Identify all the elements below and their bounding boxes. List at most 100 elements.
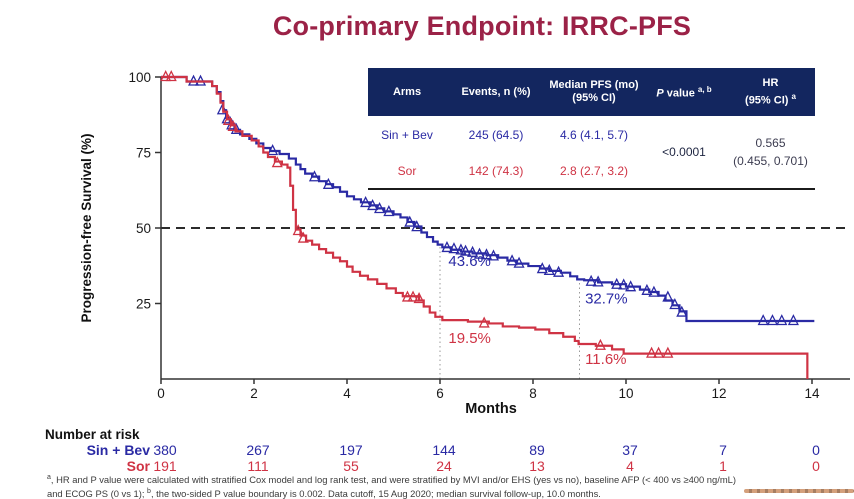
censor-mark: [165, 70, 177, 82]
censor-mark: [227, 119, 239, 131]
survival-rate-annotation: 43.6%: [448, 253, 491, 270]
censor-mark: [308, 170, 321, 182]
series-sin-bev: [161, 74, 815, 326]
x-tick-label: 6: [436, 386, 444, 401]
censor-mark: [662, 290, 674, 302]
risk-value: 7: [719, 442, 727, 458]
x-tick-label: 4: [343, 386, 351, 401]
number-at-risk-title: Number at risk: [45, 427, 140, 442]
risk-row-sor: Sor 191 111 55 24 13 4 1 0: [0, 458, 854, 474]
p-value-cell: <0.0001: [662, 145, 706, 159]
summary-table-header: Arms Events, n (%) Median PFS (mo) (95% …: [368, 68, 815, 116]
censor-mark: [271, 156, 283, 168]
risk-label-sor: Sor: [126, 458, 150, 474]
censor-mark: [360, 195, 372, 208]
summary-table: Arms Events, n (%) Median PFS (mo) (95% …: [368, 68, 815, 190]
footnote-line-1: a, HR and P value were calculated with s…: [47, 474, 736, 486]
censor-mark: [297, 231, 309, 243]
censor-mark: [536, 262, 548, 274]
risk-value: 0: [812, 458, 820, 474]
censor-mark: [230, 122, 242, 135]
row-sin-bev-events: 245 (64.5): [468, 127, 524, 142]
censor-mark: [292, 224, 304, 236]
censor-mark: [585, 274, 597, 286]
row-sin-bev-median: 4.6 (4.1, 5.7): [559, 127, 629, 142]
km-curve: [161, 75, 809, 379]
x-tick-label: 10: [618, 386, 633, 401]
x-tick-label: 14: [804, 386, 820, 401]
censor-mark: [460, 244, 472, 256]
risk-value: 55: [343, 458, 359, 474]
censor-mark: [787, 314, 799, 326]
censor-mark: [478, 316, 490, 328]
censor-mark: [676, 305, 688, 317]
x-tick-label: 12: [711, 386, 726, 401]
censor-mark: [611, 277, 623, 289]
y-axis-label: Progression-free Survival (%): [79, 133, 94, 322]
risk-value: 380: [153, 442, 177, 458]
y-tick-label: 25: [136, 297, 151, 312]
series-sor: [160, 70, 809, 379]
footnote-line-2: and ECOG PS (0 vs 1); b, the two-sided P…: [47, 487, 601, 499]
censor-mark: [766, 314, 779, 326]
censor-mark: [506, 254, 518, 266]
header-arms: Arms: [392, 85, 422, 98]
censor-mark: [441, 240, 453, 253]
km-curve: [161, 75, 815, 323]
header-p-value: P value a, b: [656, 85, 712, 100]
x-tick-label: 0: [157, 386, 165, 401]
censor-mark: [448, 242, 460, 254]
censor-mark: [267, 144, 279, 156]
hr-cell: 0.565 (0.455, 0.701): [733, 136, 808, 168]
risk-row-sin-bev: Sin + Bev 380 267 197 144 89 37 7 0: [0, 442, 854, 458]
risk-value: 89: [529, 442, 545, 458]
censor-mark: [618, 278, 630, 290]
row-sor-median: 2.8 (2.7, 3.2): [559, 163, 629, 178]
risk-value: 197: [339, 442, 363, 458]
x-tick-label: 2: [250, 386, 258, 401]
censor-mark: [487, 249, 500, 261]
censor-mark: [383, 205, 395, 217]
censor-mark: [553, 265, 565, 277]
censor-mark: [160, 70, 172, 82]
censor-mark: [662, 346, 674, 358]
y-tick-label: 50: [136, 221, 151, 236]
survival-rate-annotation: 19.5%: [448, 330, 491, 347]
y-tick-label: 75: [136, 146, 151, 161]
decorative-squiggle: [744, 489, 854, 493]
risk-value: 37: [622, 442, 638, 458]
row-sin-bev-arm: Sin + Bev: [381, 127, 433, 142]
risk-value: 0: [812, 442, 820, 458]
header-median-pfs: Median PFS (mo) (95% CI): [549, 79, 639, 104]
footnotes: a, HR and P value were calculated with s…: [47, 472, 849, 499]
censor-mark: [466, 245, 479, 257]
survival-rate-annotation: 11.6%: [585, 351, 626, 368]
censor-mark: [222, 113, 234, 125]
x-axis-label: Months: [465, 401, 517, 417]
y-tick-label: 100: [128, 70, 151, 85]
censor-mark: [322, 177, 334, 189]
risk-value: 267: [246, 442, 270, 458]
censor-mark: [407, 290, 419, 302]
censor-mark: [669, 298, 681, 310]
censor-mark: [404, 215, 416, 227]
risk-value: 191: [153, 458, 177, 474]
risk-value: 13: [529, 458, 545, 474]
summary-table-body: Sin + Bev 245 (64.5) 4.6 (4.1, 5.7) <0.0…: [368, 116, 815, 190]
censor-mark: [592, 275, 604, 287]
censor-mark: [455, 243, 467, 255]
risk-value: 4: [626, 458, 634, 474]
risk-value: 1: [719, 458, 727, 474]
censor-mark: [480, 248, 493, 260]
censor-mark: [625, 280, 637, 292]
censor-mark: [641, 283, 653, 295]
censor-mark: [367, 199, 379, 211]
row-sor-arm: Sor: [397, 163, 417, 178]
risk-label-sin-bev: Sin + Bev: [86, 442, 150, 458]
page-title: Co-primary Endpoint: IRRC-PFS: [272, 11, 692, 41]
censor-mark: [411, 220, 423, 232]
censor-mark: [216, 103, 228, 115]
row-sor-events: 142 (74.3): [468, 163, 524, 178]
